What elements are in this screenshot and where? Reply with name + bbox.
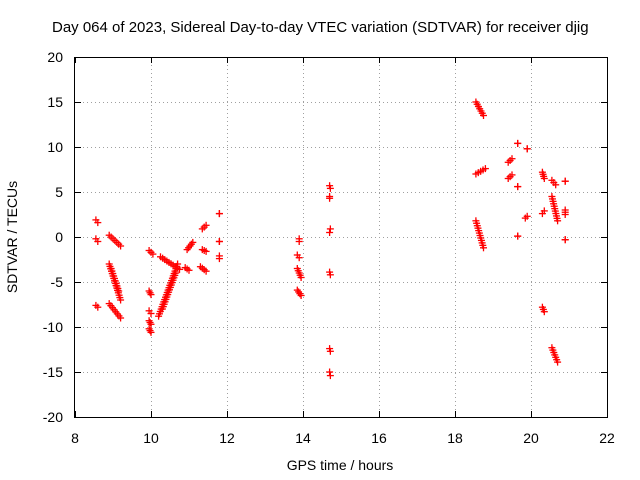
data-point	[295, 238, 303, 245]
x-tick-label: 8	[71, 430, 79, 446]
y-tick-label: 0	[55, 229, 63, 245]
x-tick-label: 20	[523, 430, 539, 446]
x-axis-label: GPS time / hours	[287, 457, 394, 473]
data-point	[514, 232, 522, 240]
x-tick-label: 16	[371, 430, 387, 446]
x-tick-label: 14	[295, 430, 311, 446]
data-point	[326, 193, 334, 200]
data-point	[326, 372, 334, 380]
y-tick-label: -5	[51, 274, 64, 290]
y-tick-label: -20	[43, 409, 63, 425]
data-point	[117, 242, 125, 250]
y-tick-label: 5	[55, 184, 63, 200]
data-point	[523, 145, 531, 153]
data-point	[202, 267, 210, 275]
data-point	[297, 274, 305, 281]
data-point	[202, 221, 210, 229]
y-tick-label: -15	[43, 364, 63, 380]
data-point	[514, 183, 522, 191]
data-point	[326, 225, 334, 233]
data-point	[508, 155, 516, 163]
data-point	[172, 269, 180, 277]
data-point	[94, 303, 102, 311]
x-tick-label: 22	[599, 430, 615, 446]
data-point	[326, 271, 334, 279]
data-point	[147, 328, 155, 336]
y-tick-label: 10	[47, 139, 63, 155]
data-point	[561, 236, 569, 244]
x-tick-labels: 8 10 12 14 16 18 20 22	[71, 430, 615, 446]
y-tick-label: -10	[43, 319, 63, 335]
y-tick-label: 20	[47, 49, 63, 65]
x-tick-label: 18	[447, 430, 463, 446]
y-axis-label: SDTVAR / TECUs	[4, 181, 20, 293]
data-point	[147, 310, 155, 317]
data-point	[115, 287, 123, 295]
data-point	[174, 260, 182, 268]
data-point	[94, 219, 102, 227]
data-point	[508, 171, 516, 179]
data-point	[540, 207, 548, 215]
data-point	[561, 206, 569, 214]
data-point	[202, 247, 210, 255]
data-point	[326, 368, 334, 376]
x-tick-label: 12	[219, 430, 235, 446]
data-point	[215, 238, 223, 245]
data-point	[481, 165, 489, 173]
data-point	[540, 175, 548, 182]
data-point	[149, 250, 157, 258]
data-point	[480, 112, 487, 119]
data-point	[326, 229, 334, 236]
data-point	[117, 296, 125, 304]
data-point	[554, 358, 562, 366]
data-point	[94, 238, 102, 245]
chart-title: Day 064 of 2023, Sidereal Day-to-day VTE…	[52, 19, 589, 36]
grid-lines	[75, 57, 607, 417]
data-point	[295, 254, 303, 262]
data-point	[552, 181, 560, 189]
data-point	[215, 210, 223, 218]
data-point	[147, 320, 155, 328]
data-point	[185, 266, 193, 274]
data-point	[561, 177, 569, 185]
data-point	[326, 347, 334, 355]
y-tick-labels: -20 -15 -10 -5 0 5 10 15 20	[43, 49, 63, 425]
data-point	[554, 217, 562, 225]
data-point	[540, 308, 548, 316]
axis-ticks	[75, 57, 608, 418]
data-point	[480, 244, 487, 252]
data-point	[147, 291, 155, 299]
y-tick-label: 15	[47, 94, 63, 110]
data-points	[92, 98, 569, 380]
data-point	[326, 184, 334, 192]
data-point	[514, 139, 522, 147]
plot-frame	[74, 57, 608, 418]
data-point	[523, 212, 531, 220]
data-point	[117, 314, 125, 322]
x-tick-label: 10	[143, 430, 159, 446]
data-point	[297, 292, 305, 299]
data-point	[215, 255, 223, 263]
data-point	[189, 238, 197, 246]
